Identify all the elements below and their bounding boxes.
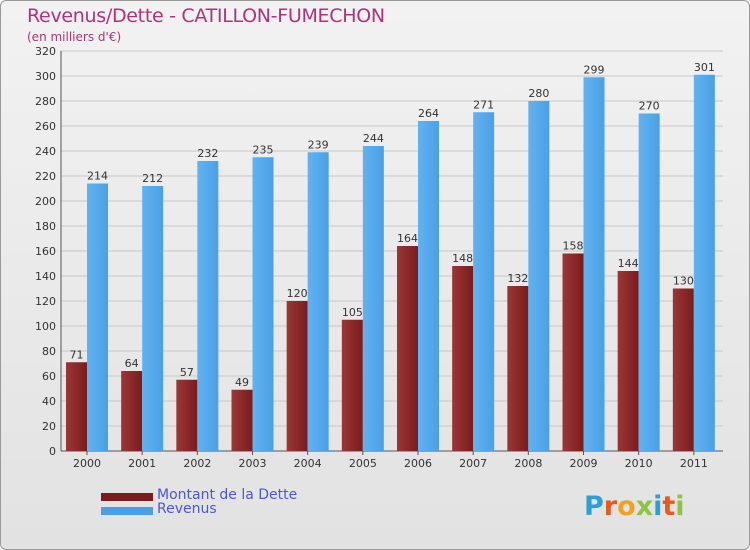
x-tick-label: 2005 [349, 457, 377, 470]
data-label-dette: 64 [125, 357, 139, 370]
data-label-dette: 57 [180, 366, 194, 379]
data-label-dette: 144 [618, 257, 639, 270]
x-tick-label: 2006 [404, 457, 432, 470]
logo-letter: x [635, 491, 654, 522]
bar-revenus [528, 101, 550, 451]
data-label-revenus: 299 [584, 63, 605, 76]
y-tick-label: 20 [42, 420, 56, 433]
proxiti-logo: Proxiti [584, 491, 685, 522]
bar-dette [231, 389, 253, 451]
bar-dette [286, 301, 308, 451]
y-tick-label: 240 [35, 145, 56, 158]
bar-dette [121, 371, 143, 451]
bar-dette [507, 286, 529, 451]
data-label-revenus: 212 [142, 172, 163, 185]
chart-subtitle: (en milliers d'€) [27, 30, 122, 44]
data-label-revenus: 235 [253, 143, 274, 156]
logo-letter: i [675, 491, 685, 522]
bar-dette [672, 288, 694, 451]
y-tick-label: 80 [42, 345, 56, 358]
y-tick-label: 40 [42, 395, 56, 408]
bar-revenus [693, 74, 715, 451]
y-tick-label: 140 [35, 270, 56, 283]
data-label-revenus: 301 [694, 61, 715, 74]
logo-letter: o [617, 491, 636, 522]
y-tick-label: 300 [35, 70, 56, 83]
y-tick-label: 260 [35, 120, 56, 133]
legend-swatch-dette [101, 493, 153, 501]
data-label-dette: 120 [287, 287, 308, 300]
bar-revenus [142, 186, 164, 451]
bar-revenus [307, 152, 329, 451]
y-tick-label: 100 [35, 320, 56, 333]
x-tick-label: 2009 [570, 457, 598, 470]
x-tick-label: 2008 [514, 457, 542, 470]
x-tick-label: 2000 [73, 457, 101, 470]
bar-dette [562, 253, 584, 451]
data-label-dette: 164 [397, 232, 418, 245]
data-label-revenus: 271 [473, 98, 494, 111]
logo-letter: i [653, 491, 663, 522]
data-label-revenus: 214 [87, 170, 108, 183]
bar-dette [617, 271, 639, 451]
bar-revenus [638, 113, 660, 451]
data-label-dette: 71 [70, 348, 84, 361]
data-label-revenus: 244 [363, 132, 384, 145]
data-label-dette: 49 [235, 376, 249, 389]
x-tick-label: 2010 [625, 457, 653, 470]
y-tick-label: 120 [35, 295, 56, 308]
x-tick-label: 2011 [680, 457, 708, 470]
data-label-revenus: 280 [528, 87, 549, 100]
legend-label-revenus: Revenus [157, 501, 217, 517]
y-tick-label: 60 [42, 370, 56, 383]
y-tick-label: 280 [35, 95, 56, 108]
data-label-dette: 105 [342, 306, 363, 319]
legend-label-dette: Montant de la Dette [157, 487, 298, 503]
data-label-dette: 148 [452, 252, 473, 265]
chart-title: Revenus/Dette - CATILLON-FUMECHON [27, 5, 385, 27]
x-tick-label: 2004 [294, 457, 322, 470]
y-tick-label: 320 [35, 45, 56, 58]
data-label-revenus: 239 [308, 138, 329, 151]
bar-dette [176, 379, 198, 451]
x-tick-label: 2007 [459, 457, 487, 470]
x-tick-label: 2003 [239, 457, 267, 470]
logo-letter: t [662, 491, 676, 522]
bar-revenus [197, 161, 219, 451]
bar-revenus [418, 121, 439, 451]
bar-revenus [252, 157, 274, 451]
bar-dette [341, 319, 363, 451]
x-tick-label: 2001 [128, 457, 156, 470]
bar-revenus [473, 112, 495, 451]
data-label-revenus: 270 [639, 100, 660, 113]
x-tick-label: 2002 [183, 457, 211, 470]
bar-dette [397, 246, 418, 451]
legend-swatch-revenus [101, 507, 153, 515]
data-label-revenus: 264 [418, 107, 439, 120]
data-label-dette: 132 [507, 272, 528, 285]
logo-letter: P [584, 491, 604, 522]
y-tick-label: 0 [49, 445, 56, 458]
bar-revenus [362, 146, 384, 451]
data-label-revenus: 232 [197, 147, 218, 160]
y-tick-label: 200 [35, 195, 56, 208]
bar-revenus [87, 183, 108, 451]
data-label-dette: 130 [673, 275, 694, 288]
logo-letter: r [603, 491, 618, 522]
bar-dette [452, 266, 474, 451]
bar-revenus [583, 77, 605, 451]
y-tick-label: 220 [35, 170, 56, 183]
y-tick-label: 180 [35, 220, 56, 233]
bar-dette [66, 362, 87, 451]
y-tick-label: 160 [35, 245, 56, 258]
data-label-dette: 158 [563, 240, 584, 253]
